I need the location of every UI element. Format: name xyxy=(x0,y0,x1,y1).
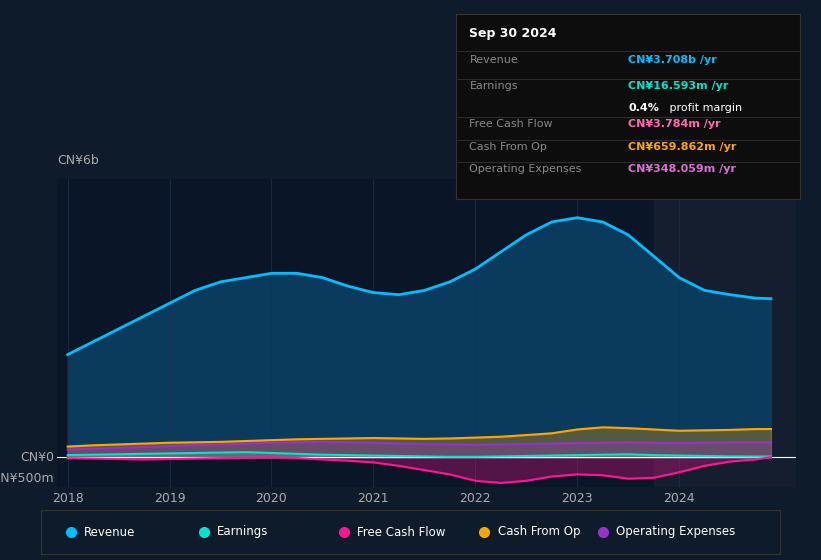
Bar xyxy=(654,179,796,487)
Text: Earnings: Earnings xyxy=(470,81,518,91)
Text: Sep 30 2024: Sep 30 2024 xyxy=(470,27,557,40)
Text: CN¥3.784m /yr: CN¥3.784m /yr xyxy=(628,119,721,129)
Text: Operating Expenses: Operating Expenses xyxy=(616,525,735,539)
Text: Earnings: Earnings xyxy=(217,525,268,539)
Text: Cash From Op: Cash From Op xyxy=(470,142,548,152)
Text: CN¥6b: CN¥6b xyxy=(57,154,99,167)
Text: CN¥659.862m /yr: CN¥659.862m /yr xyxy=(628,142,736,152)
Text: Cash From Op: Cash From Op xyxy=(498,525,580,539)
Text: CN¥16.593m /yr: CN¥16.593m /yr xyxy=(628,81,728,91)
Text: Revenue: Revenue xyxy=(470,55,518,64)
Text: Free Cash Flow: Free Cash Flow xyxy=(470,119,553,129)
Text: CN¥3.708b /yr: CN¥3.708b /yr xyxy=(628,55,717,64)
Text: Revenue: Revenue xyxy=(84,525,135,539)
Text: Operating Expenses: Operating Expenses xyxy=(470,164,582,174)
Text: -CN¥500m: -CN¥500m xyxy=(0,472,54,485)
Text: profit margin: profit margin xyxy=(666,102,742,113)
Text: 0.4%: 0.4% xyxy=(628,102,659,113)
Text: Free Cash Flow: Free Cash Flow xyxy=(357,525,446,539)
Text: CN¥348.059m /yr: CN¥348.059m /yr xyxy=(628,164,736,174)
Text: CN¥0: CN¥0 xyxy=(20,451,54,464)
